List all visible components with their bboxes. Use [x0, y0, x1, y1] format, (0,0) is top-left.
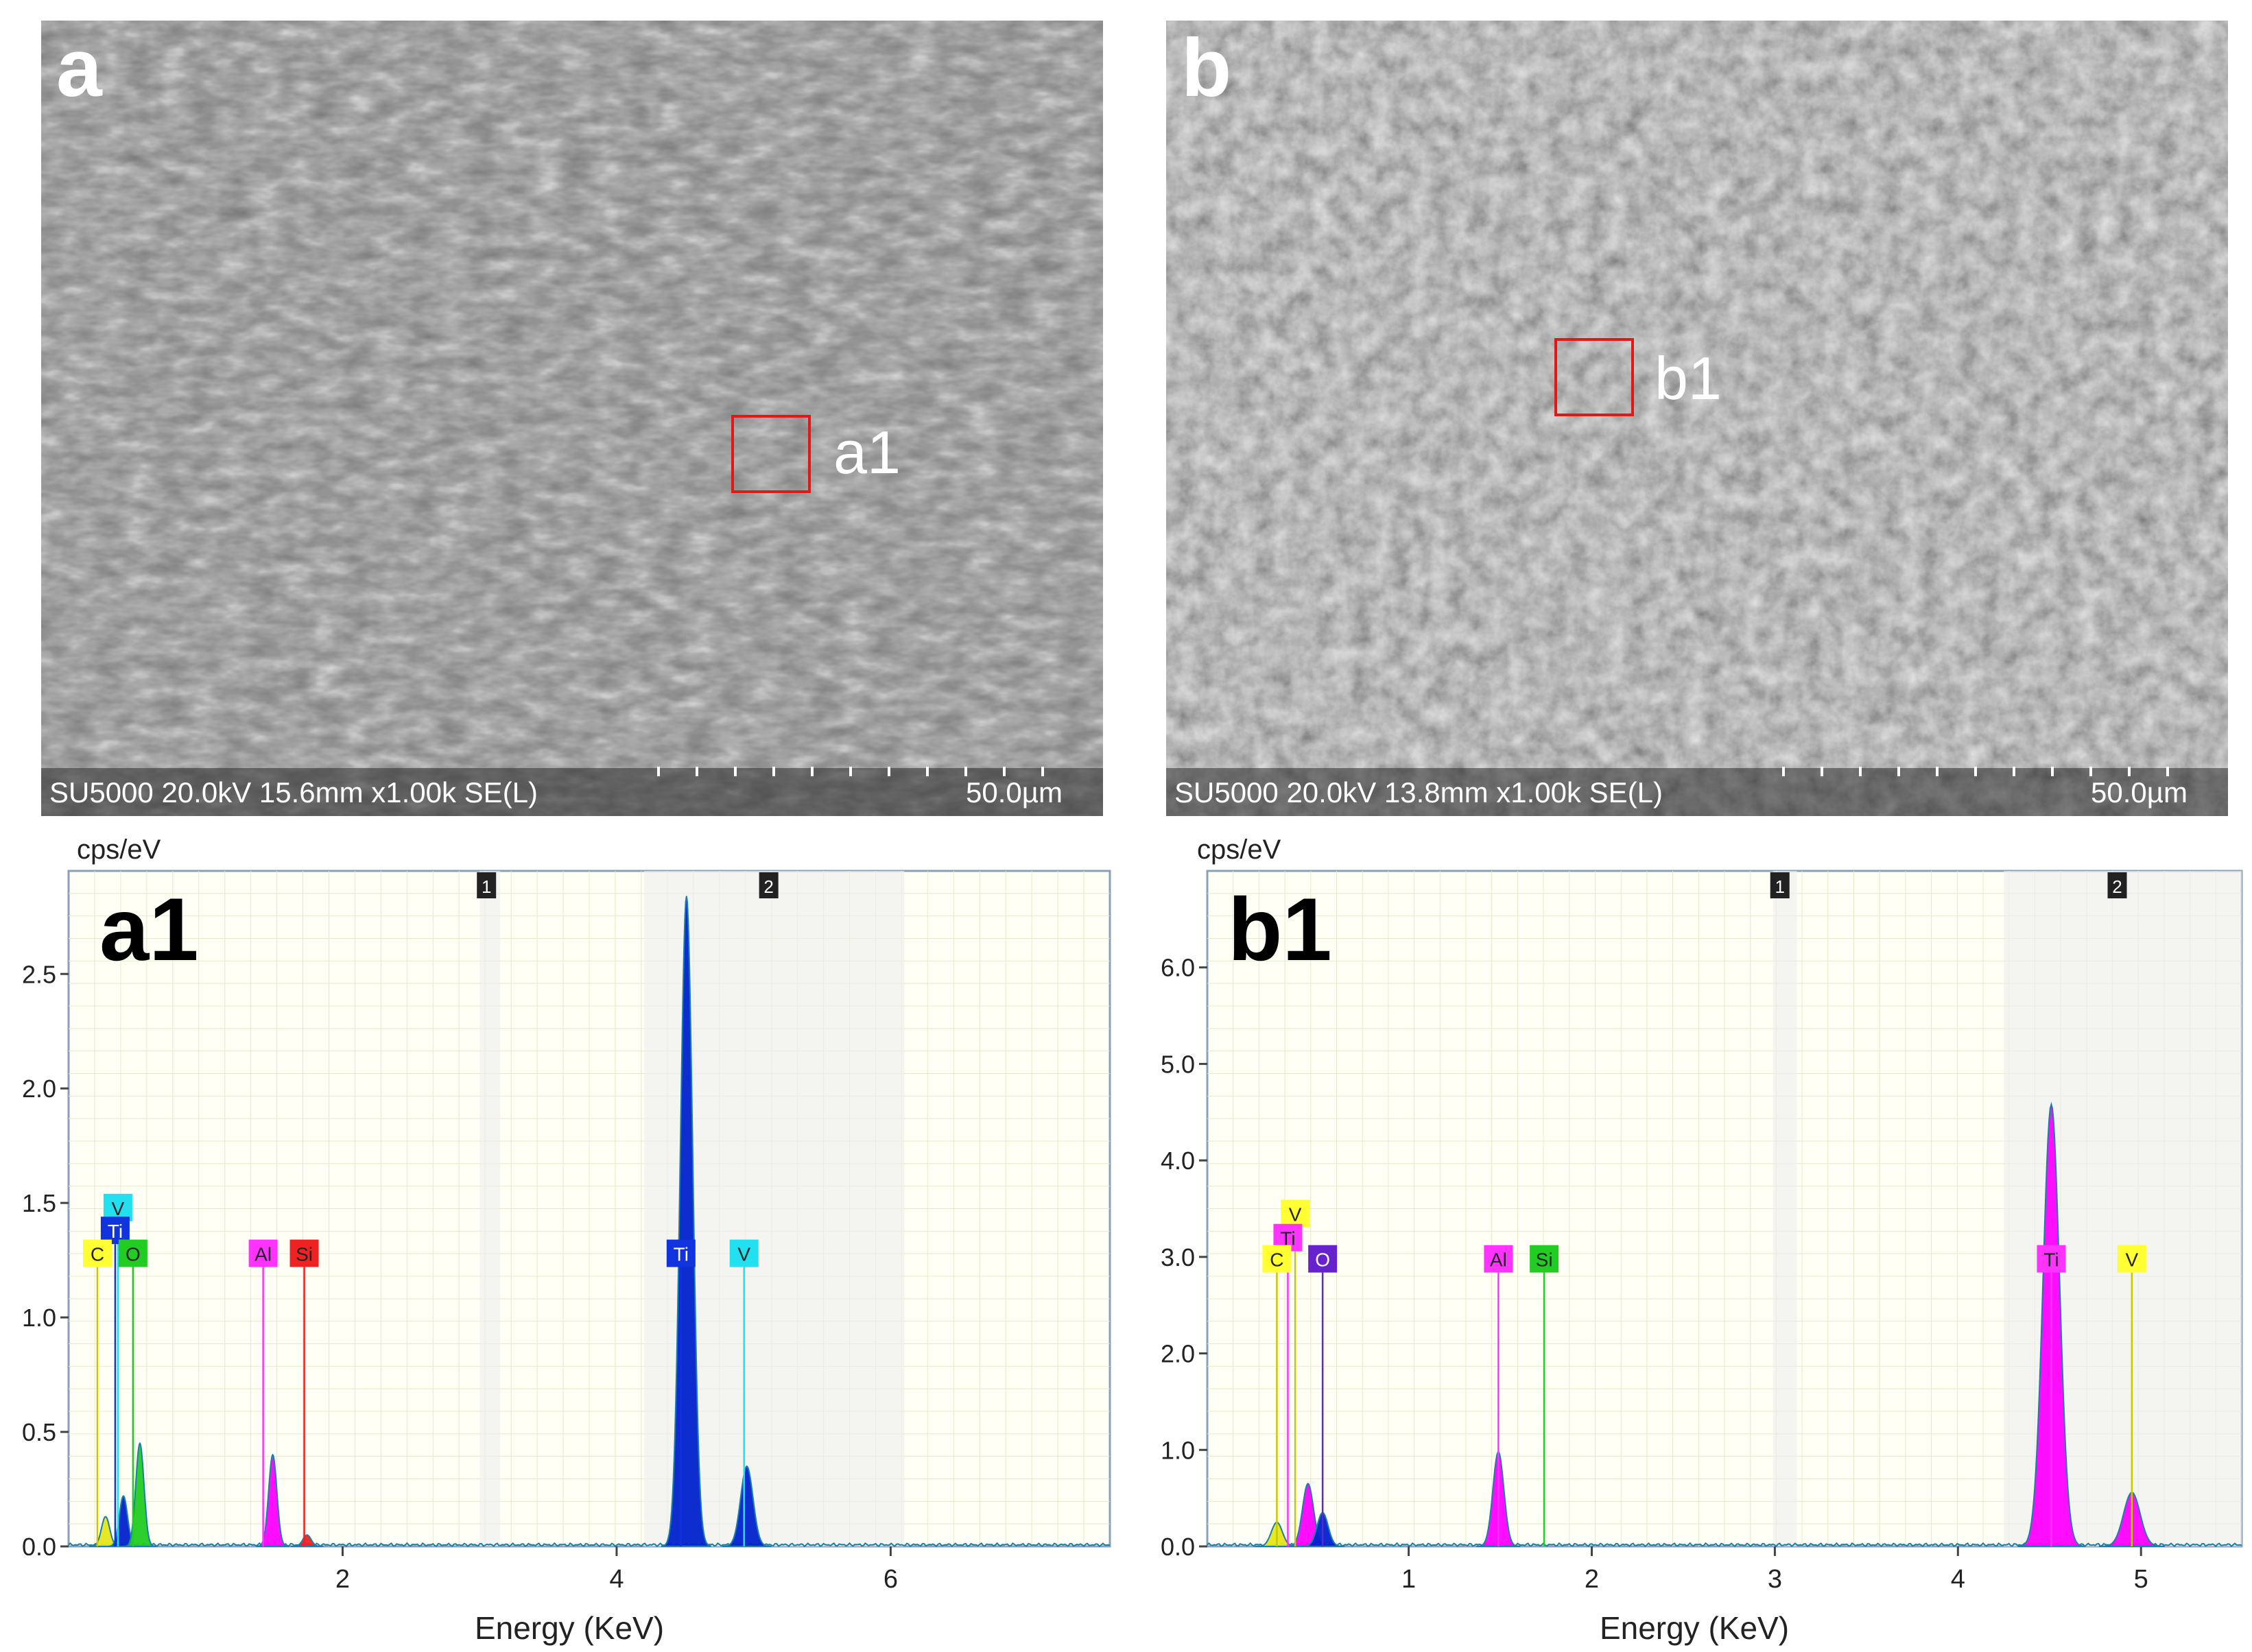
- panel-letter-b: b: [1181, 22, 1231, 114]
- chart-panel-label-b1: b1: [1228, 879, 1332, 979]
- element-label-text: Ti: [2043, 1249, 2059, 1271]
- element-label-text: O: [1315, 1249, 1330, 1271]
- y-tick-label: 2.0: [1161, 1340, 1195, 1368]
- x-tick-label: 2: [1585, 1565, 1599, 1594]
- x-tick-label: 2: [335, 1565, 350, 1594]
- y-tick-label: 4.0: [1161, 1147, 1195, 1175]
- element-label-text: C: [1270, 1249, 1283, 1271]
- element-label-text: Ti: [1280, 1228, 1295, 1249]
- element-label-box: [1530, 1245, 1559, 1273]
- element-label-box: [1262, 1245, 1292, 1273]
- region-marker-label: 1: [482, 876, 491, 897]
- region-band: [479, 871, 501, 1546]
- element-label-box: [248, 1239, 278, 1267]
- y-tick-label: 1.5: [22, 1189, 56, 1217]
- element-label-text: Ti: [108, 1221, 123, 1242]
- region-marker-box: [759, 872, 779, 898]
- region-marker-box: [2107, 872, 2127, 898]
- chart-ylabel-b1: cps/eV: [1197, 835, 1281, 865]
- element-label-box: [289, 1239, 319, 1267]
- y-tick-label: 1.0: [22, 1304, 56, 1332]
- x-tick-label: 5: [2134, 1565, 2148, 1594]
- sem-image-a: [41, 21, 1103, 816]
- peak-si-k: [290, 1534, 324, 1547]
- sem-image-b: [1166, 21, 2228, 816]
- sem-caption-a: SU5000 20.0kV 15.6mm x1.00k SE(L): [49, 776, 538, 809]
- sem-panel-a: a a1 SU5000 20.0kV 15.6mm x1.00k SE(L) 5…: [41, 21, 1103, 816]
- element-label-box: [103, 1193, 132, 1221]
- element-label-text: Al: [254, 1244, 272, 1265]
- element-label-box: [118, 1239, 147, 1267]
- element-label-text: Si: [1536, 1249, 1553, 1271]
- element-label-box: [729, 1239, 759, 1267]
- scale-label-b: 50.0µm: [2091, 776, 2188, 809]
- element-label-box: [1308, 1245, 1338, 1273]
- element-label-box: [2037, 1245, 2066, 1273]
- y-tick-label: 0.0: [1161, 1533, 1195, 1561]
- element-label-text: C: [91, 1244, 104, 1265]
- x-tick-label: 6: [884, 1565, 898, 1594]
- element-label-text: Al: [1490, 1249, 1507, 1271]
- chart-panel-label-a1: a1: [99, 879, 199, 979]
- scale-ticks-b: [1782, 767, 2169, 776]
- element-label-text: Ti: [674, 1244, 689, 1265]
- element-label-box: [100, 1217, 130, 1245]
- grid-a1: [69, 871, 1110, 1546]
- chart-xlabel-a1: Energy (KeV): [475, 1610, 664, 1646]
- chart-ylabel-a1: cps/eV: [77, 835, 161, 865]
- element-label-box: [666, 1239, 696, 1267]
- element-label-text: O: [126, 1244, 141, 1265]
- peaks-a1: [68, 896, 1111, 1548]
- region-marker-box: [1770, 872, 1790, 898]
- x-tick-label: 4: [609, 1565, 624, 1594]
- y-tick-label: 5.0: [1161, 1050, 1195, 1078]
- region-marker-label: 2: [763, 876, 773, 897]
- roi-label-a1: a1: [833, 418, 901, 486]
- y-tick-label: 0.5: [22, 1418, 56, 1446]
- y-tick-label: 3.0: [1161, 1243, 1195, 1271]
- region-marker-box: [477, 872, 497, 898]
- roi-box-b1: [1554, 338, 1634, 416]
- y-tick-label: 1.0: [1161, 1436, 1195, 1464]
- sem-panel-b: b b1 SU5000 20.0kV 13.8mm x1.00k SE(L) 5…: [1166, 21, 2228, 816]
- x-tick-label: 3: [1768, 1565, 1782, 1594]
- y-tick-label: 6.0: [1161, 954, 1195, 982]
- element-label-text: V: [2126, 1249, 2139, 1271]
- scale-label-a: 50.0µm: [966, 776, 1063, 809]
- chart-xlabel-b1: Energy (KeV): [1600, 1610, 1789, 1646]
- region-marker-label: 2: [2112, 876, 2122, 897]
- element-label-box: [82, 1239, 112, 1267]
- roi-box-a1: [731, 415, 811, 493]
- sem-caption-b: SU5000 20.0kV 13.8mm x1.00k SE(L): [1174, 776, 1663, 809]
- peak-ti-ka: [661, 896, 711, 1548]
- region-band: [1773, 871, 1797, 1546]
- x-tick-label: 1: [1401, 1565, 1416, 1594]
- spectrum-baseline: [68, 1542, 1111, 1548]
- peak-al-k: [256, 1453, 289, 1547]
- region-marker-label: 1: [1775, 876, 1784, 897]
- element-label-box: [1281, 1199, 1310, 1228]
- axis-ticks-a1: 2 4 6 0.0 0.5 1.0 1.5 2.0 2.5: [22, 960, 898, 1594]
- roi-label-b1: b1: [1655, 344, 1722, 412]
- y-tick-label: 2.5: [22, 960, 56, 988]
- element-label-text: V: [737, 1244, 750, 1265]
- element-label-text: Si: [296, 1244, 313, 1265]
- peak-v-ka: [722, 1465, 772, 1547]
- element-label-box: [2117, 1245, 2146, 1273]
- y-tick-label: 2.0: [22, 1075, 56, 1103]
- y-tick-label: 0.0: [22, 1533, 56, 1561]
- element-label-text: V: [1289, 1204, 1302, 1225]
- panel-letter-a: a: [56, 22, 103, 114]
- peak-o-k: [122, 1441, 156, 1548]
- scale-ticks-a: [657, 767, 1044, 776]
- axis-ticks-b1: 1 2 3 4 5 0.0 1.0 2.0 3.0 4.0 5.0 6.0: [1161, 954, 2148, 1594]
- x-tick-label: 4: [1951, 1565, 1965, 1594]
- element-label-box: [1484, 1245, 1513, 1273]
- element-label-text: V: [112, 1198, 125, 1219]
